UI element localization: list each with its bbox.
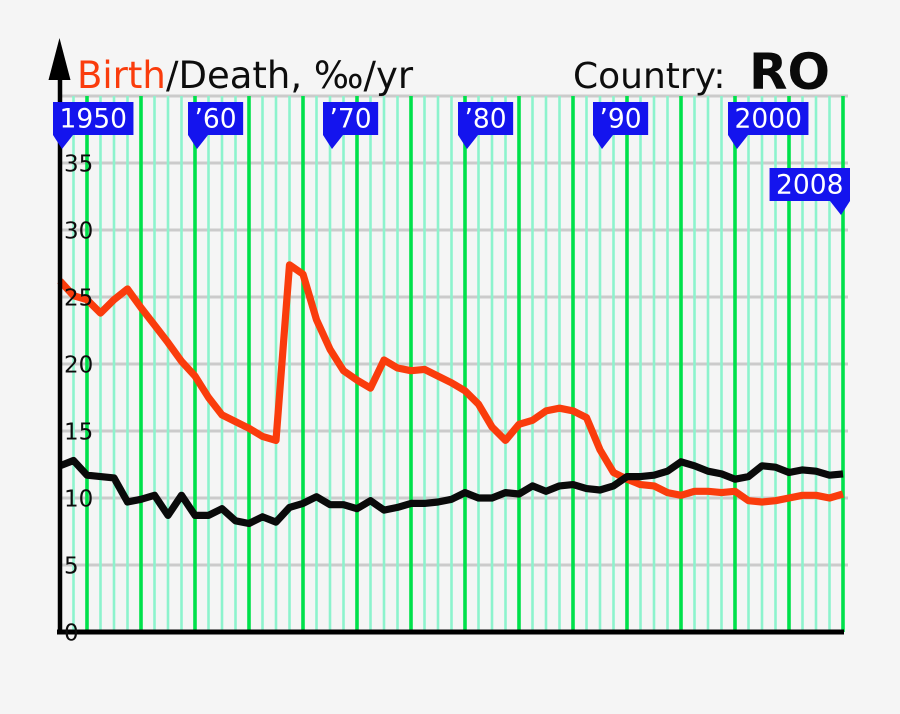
y-axis-tick-label: 20 bbox=[64, 353, 93, 379]
country-code: RO bbox=[749, 43, 830, 101]
y-axis-tick-label: 0 bbox=[64, 621, 79, 647]
y-axis-arrow-icon bbox=[48, 38, 71, 80]
chart-header: Birth /Death, ‰/yr Country: RO bbox=[77, 43, 830, 101]
y-axis-labels: 0 5 10 15 20 25 30 35 bbox=[64, 152, 93, 647]
year-tag-label: ’70 bbox=[330, 104, 372, 135]
y-axis-tick-label: 30 bbox=[64, 219, 93, 245]
year-tag-label: ’90 bbox=[600, 104, 642, 135]
year-tag-box bbox=[728, 102, 809, 135]
year-tag-label: 2008 bbox=[776, 170, 843, 201]
year-tag-box bbox=[323, 102, 379, 135]
tag-pointer-icon bbox=[53, 135, 73, 149]
year-tag-box bbox=[458, 102, 514, 135]
year-tag: 2000 bbox=[728, 102, 809, 149]
country-label: Country: bbox=[573, 56, 726, 97]
tag-pointer-icon bbox=[323, 135, 343, 149]
year-tag-box bbox=[53, 102, 134, 135]
year-tag-label: ’60 bbox=[195, 104, 237, 135]
year-tag: ’70 bbox=[323, 102, 379, 149]
year-tags: 1950 ’60 ’70 ’80 ’90 2000 2008 bbox=[53, 102, 850, 215]
y-axis-tick-label: 5 bbox=[64, 554, 79, 580]
year-tag-label: 2000 bbox=[735, 104, 802, 135]
year-tag-label: ’80 bbox=[465, 104, 507, 135]
year-tag: ’80 bbox=[458, 102, 514, 149]
tag-pointer-icon bbox=[188, 135, 208, 149]
tag-pointer-icon bbox=[830, 201, 850, 215]
y-axis-tick-label: 25 bbox=[64, 286, 93, 312]
year-tag: 1950 bbox=[53, 102, 134, 149]
year-tag: ’90 bbox=[593, 102, 649, 149]
y-axis-tick-label: 35 bbox=[64, 152, 93, 178]
tag-pointer-icon bbox=[728, 135, 748, 149]
axes bbox=[48, 38, 844, 635]
value-gridlines bbox=[58, 94, 848, 567]
title-birth-label: Birth bbox=[77, 54, 166, 97]
year-tag-box bbox=[188, 102, 244, 135]
year-tag: 2008 bbox=[769, 168, 850, 215]
title-death-units-label: /Death, ‰/yr bbox=[166, 54, 414, 97]
birth-line bbox=[57, 261, 845, 506]
y-axis-tick-label: 15 bbox=[64, 420, 93, 446]
y-axis-tick-label: 10 bbox=[64, 487, 93, 513]
year-tag-label: 1950 bbox=[60, 104, 127, 135]
year-tag-box bbox=[769, 168, 850, 201]
year-tag: ’60 bbox=[188, 102, 244, 149]
death-line bbox=[58, 456, 844, 528]
year-tag-box bbox=[593, 102, 649, 135]
tag-pointer-icon bbox=[458, 135, 478, 149]
tag-pointer-icon bbox=[593, 135, 613, 149]
